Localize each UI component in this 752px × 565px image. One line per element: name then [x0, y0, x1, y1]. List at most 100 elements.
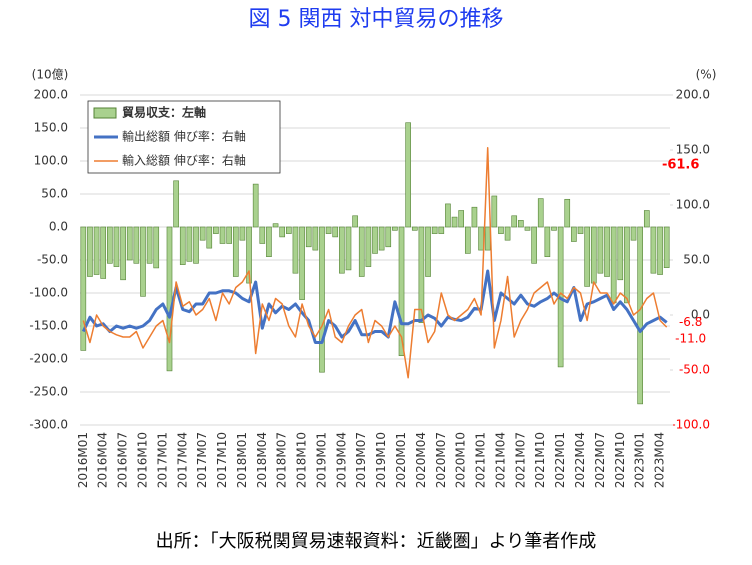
- bar: [166, 226, 173, 372]
- x-tick-label: 2020M07: [434, 432, 448, 488]
- bar: [657, 226, 663, 275]
- y-tick-label: 100.0: [34, 154, 68, 168]
- bar: [120, 226, 126, 281]
- bar: [624, 226, 630, 304]
- y-tick-label: -250.0: [29, 385, 68, 399]
- source: 出所：「大阪税関貿易速報資料：近畿圏」より筆者作成: [156, 531, 597, 552]
- y2-tick-label: 50.0: [683, 253, 710, 267]
- bar: [345, 226, 352, 271]
- bar: [279, 226, 286, 238]
- data-label: -61.6: [662, 158, 699, 173]
- bar: [392, 226, 398, 231]
- x-tick-label: 2018M01: [235, 432, 249, 488]
- x-tick-label: 2023M01: [633, 432, 647, 488]
- bar: [425, 226, 431, 277]
- y-tick-label: -50.0: [37, 253, 68, 267]
- x-tick-label: 2023M04: [653, 432, 667, 488]
- bar: [186, 226, 193, 262]
- bar: [319, 226, 325, 373]
- bar: [219, 226, 226, 244]
- x-tick-label: 2016M01: [76, 432, 90, 488]
- bar: [564, 198, 571, 228]
- y-tick-label: 0.0: [49, 220, 68, 234]
- y-tick-label: 50.0: [41, 187, 68, 201]
- x-tick-label: 2018M04: [255, 432, 269, 488]
- bar: [232, 226, 239, 277]
- x-tick-label: 2018M10: [295, 432, 309, 488]
- x-tick-label: 2021M07: [513, 432, 527, 488]
- bar: [259, 226, 266, 244]
- bar: [471, 206, 478, 228]
- bar: [643, 210, 650, 228]
- x-tick-label: 2016M04: [96, 432, 110, 488]
- x-tick-label: 2022M01: [553, 432, 567, 488]
- data-label: -6.8: [679, 315, 702, 329]
- bar: [511, 215, 518, 228]
- x-tick-label: 2016M07: [116, 432, 130, 488]
- x-tick-label: 2018M07: [275, 432, 289, 488]
- bar: [358, 226, 365, 277]
- line: [82, 147, 668, 379]
- bar: [378, 226, 385, 251]
- x-tick-label: 2019M07: [354, 432, 368, 488]
- bar: [372, 226, 378, 254]
- y-tick-label: -300.0: [29, 418, 68, 432]
- bar: [252, 183, 259, 228]
- bar: [385, 226, 392, 248]
- bar: [524, 226, 531, 231]
- bar: [584, 226, 590, 287]
- bar: [140, 226, 146, 297]
- x-tick-label: 2017M04: [175, 432, 189, 488]
- bar: [617, 226, 624, 281]
- bar: [332, 226, 339, 238]
- bar: [491, 195, 498, 228]
- x-tick-label: 2022M04: [573, 432, 587, 488]
- bar: [299, 226, 305, 300]
- x-tick-label: 2016M10: [135, 432, 149, 488]
- bar: [352, 215, 358, 228]
- y-tick-label: -200.0: [29, 352, 68, 366]
- x-tick-label: 2017M10: [215, 432, 229, 488]
- bar: [663, 226, 670, 268]
- x-tick-label: 2019M04: [334, 432, 348, 488]
- bar: [650, 226, 657, 274]
- bar: [339, 226, 345, 274]
- bar: [418, 226, 425, 323]
- bar: [577, 226, 584, 234]
- bar: [80, 226, 87, 351]
- bar: [531, 226, 537, 264]
- bar: [544, 226, 551, 258]
- line: [81, 269, 668, 344]
- x-tick-label: 2019M10: [374, 432, 388, 488]
- legend-label: 輸入総額 伸び率：右軸: [122, 153, 246, 168]
- bar: [100, 226, 107, 279]
- y-tick-label: 200.0: [34, 88, 68, 102]
- bar: [93, 226, 100, 275]
- y-tick-label: -100.0: [29, 286, 68, 300]
- bar: [292, 226, 299, 274]
- x-tick-label: 2020M10: [454, 432, 468, 488]
- bar: [438, 226, 445, 234]
- x-tick-label: 2022M10: [613, 432, 627, 488]
- bar: [305, 226, 312, 248]
- x-tick-label: 2017M01: [155, 432, 169, 488]
- bar: [610, 226, 617, 304]
- bar: [365, 226, 372, 267]
- y2-tick-label: 0.0: [691, 308, 710, 322]
- bar: [199, 226, 206, 241]
- bar: [405, 122, 411, 228]
- bar: [213, 226, 219, 234]
- bar: [597, 226, 604, 274]
- bar: [604, 226, 610, 277]
- bar: [113, 226, 120, 267]
- x-tick-label: 2020M04: [414, 432, 428, 488]
- legend-box: [87, 100, 281, 174]
- bar: [445, 203, 451, 228]
- bar: [206, 226, 213, 249]
- bar: [126, 226, 133, 261]
- y-unit: (10億): [32, 68, 69, 82]
- bar: [431, 226, 438, 234]
- bar: [518, 220, 524, 228]
- bar: [87, 226, 93, 277]
